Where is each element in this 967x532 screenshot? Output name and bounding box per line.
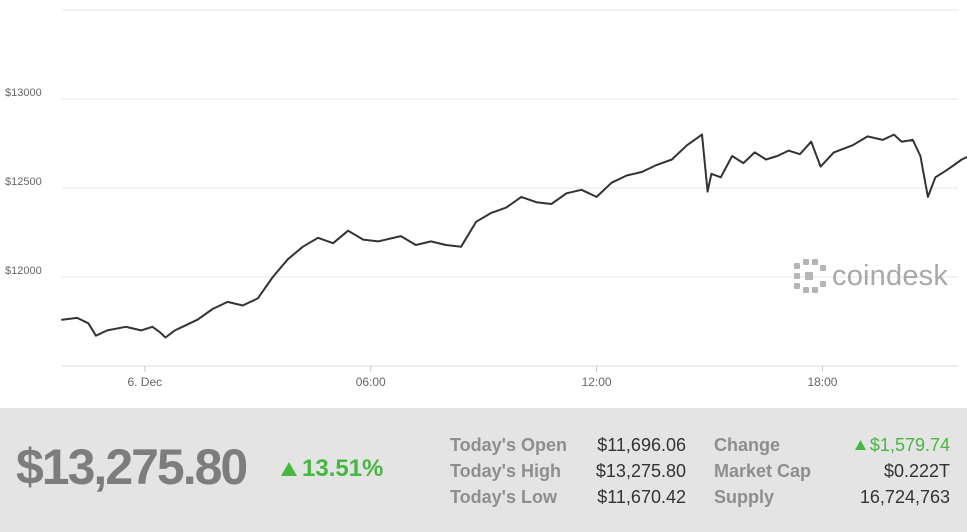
y-tick-label: $12500 bbox=[5, 176, 42, 188]
percent-change: 13.51% bbox=[280, 455, 383, 483]
stat-value-open: $11,696.06 bbox=[597, 435, 686, 455]
stat-value-market-cap: $0.222T bbox=[883, 461, 950, 481]
stat-label-open: Today's Open bbox=[450, 435, 567, 455]
x-tick-label: 6. Dec bbox=[127, 375, 162, 389]
stat-value-change: $1,579.74 bbox=[820, 435, 950, 456]
stat-label-supply: Supply bbox=[714, 487, 775, 507]
x-tick-label: 12:00 bbox=[582, 375, 612, 389]
coindesk-wordmark: coindesk bbox=[832, 259, 949, 292]
stat-label-change: Change bbox=[714, 435, 781, 455]
coindesk-watermark: coindesk bbox=[794, 258, 948, 294]
stat-value-low: $11,670.42 bbox=[597, 487, 686, 507]
change-amount: $1,579.74 bbox=[869, 435, 950, 455]
y-tick-label: $12000 bbox=[5, 265, 42, 277]
price-chart: $12000 $12500 $13000 6. Dec 06:00 12:00 18:00 bbox=[5, 9, 967, 389]
stat-label-high: Today's High bbox=[450, 461, 561, 481]
stat-label-low: Today's Low bbox=[450, 487, 557, 507]
triangle-up-icon bbox=[281, 462, 297, 476]
stat-value-supply: 16,724,763 bbox=[859, 487, 950, 507]
current-price: $13,275.80 bbox=[16, 439, 248, 495]
stat-label-market-cap: Market Cap bbox=[714, 461, 812, 481]
price-summary-panel: $13,275.80 13.51% Today's Open $11,696.0… bbox=[0, 408, 967, 532]
y-tick-label: $13000 bbox=[5, 87, 42, 99]
x-tick-label: 06:00 bbox=[356, 375, 386, 389]
x-tick-label: 18:00 bbox=[807, 375, 837, 389]
triangle-up-icon bbox=[854, 440, 866, 450]
price-chart-svg: $12000 $12500 $13000 6. Dec 06:00 12:00 18:00 bbox=[5, 9, 967, 389]
coindesk-logo-icon bbox=[794, 259, 826, 293]
stat-value-high: $13,275.80 bbox=[595, 461, 686, 481]
percent-change-value: 13.51% bbox=[302, 455, 384, 482]
price-series-line bbox=[61, 133, 967, 339]
